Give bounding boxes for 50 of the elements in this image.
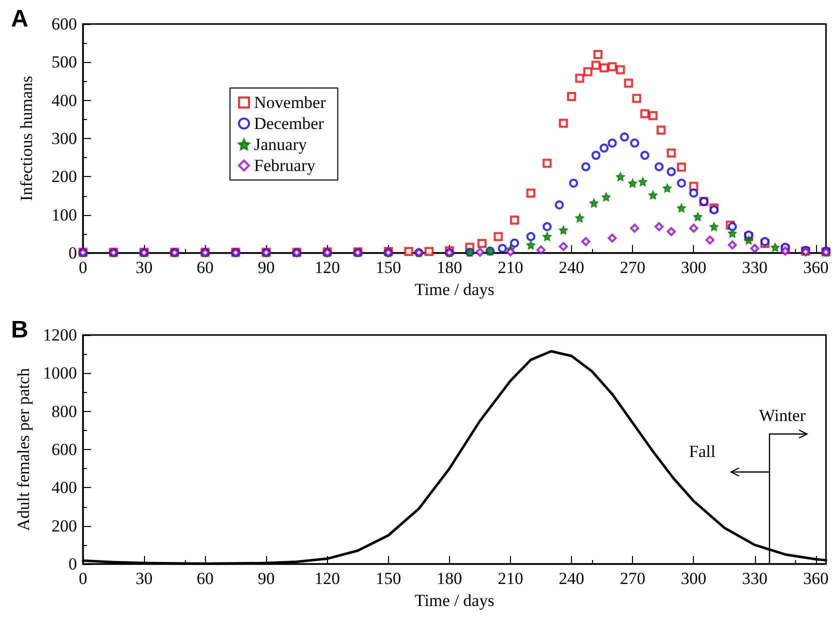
x-axis-title: Time / days [414, 280, 494, 299]
y-tick-label: 1000 [43, 364, 77, 383]
y-tick-label: 1200 [43, 326, 77, 344]
x-tick-label: 180 [436, 258, 462, 277]
y-tick-label: 600 [52, 14, 77, 34]
y-tick-label: 0 [68, 554, 77, 574]
x-tick-label: 210 [498, 569, 524, 588]
x-tick-label: 330 [742, 258, 768, 277]
x-tick-label: 30 [136, 258, 153, 277]
x-tick-label: 180 [436, 569, 462, 588]
x-tick-label: 360 [803, 258, 829, 277]
y-axis-title: Adult females per patch [14, 368, 34, 531]
x-tick-label: 300 [680, 258, 706, 277]
x-tick-label: 60 [196, 569, 214, 588]
y-tick-label: 400 [52, 478, 77, 498]
x-tick-label: 60 [196, 258, 214, 277]
x-tick-label: 210 [498, 258, 524, 277]
chart-title: B [11, 316, 28, 344]
x-tick-label: 150 [376, 569, 402, 588]
x-axis-title: Time / days [414, 590, 494, 610]
y-tick-label: 400 [52, 90, 77, 110]
y-tick-label: 0 [68, 244, 77, 262]
x-tick-label: 120 [314, 569, 340, 588]
y-tick-label: 200 [52, 516, 77, 536]
y-tick-label: 800 [52, 402, 77, 421]
annotation: Fall [689, 442, 716, 462]
x-tick-label: 270 [620, 569, 646, 588]
y-tick-label: 600 [52, 440, 77, 459]
x-tick-label: 240 [558, 258, 584, 277]
y-tick-label: 300 [52, 129, 77, 148]
x-tick-label: 90 [258, 258, 275, 277]
y-tick-label: 500 [52, 52, 77, 72]
legend-label: January [254, 135, 308, 154]
annotation: Winter [759, 406, 806, 426]
legend-label: December [254, 114, 324, 133]
legend-label: February [254, 156, 316, 175]
x-tick-label: 30 [136, 569, 153, 588]
y-tick-label: 200 [52, 167, 77, 186]
x-tick-label: 90 [258, 569, 275, 588]
x-tick-label: 240 [558, 569, 584, 588]
x-tick-label: 360 [803, 569, 829, 588]
x-tick-label: 300 [680, 569, 706, 588]
chart-title: A [11, 6, 28, 32]
y-axis-title: Infectious humans [17, 76, 36, 202]
x-tick-label: 150 [376, 258, 402, 277]
x-tick-label: 120 [314, 258, 340, 277]
legend-label: November [254, 93, 326, 112]
x-tick-label: 330 [742, 569, 768, 588]
x-tick-label: 270 [620, 258, 646, 277]
y-tick-label: 100 [52, 205, 77, 224]
